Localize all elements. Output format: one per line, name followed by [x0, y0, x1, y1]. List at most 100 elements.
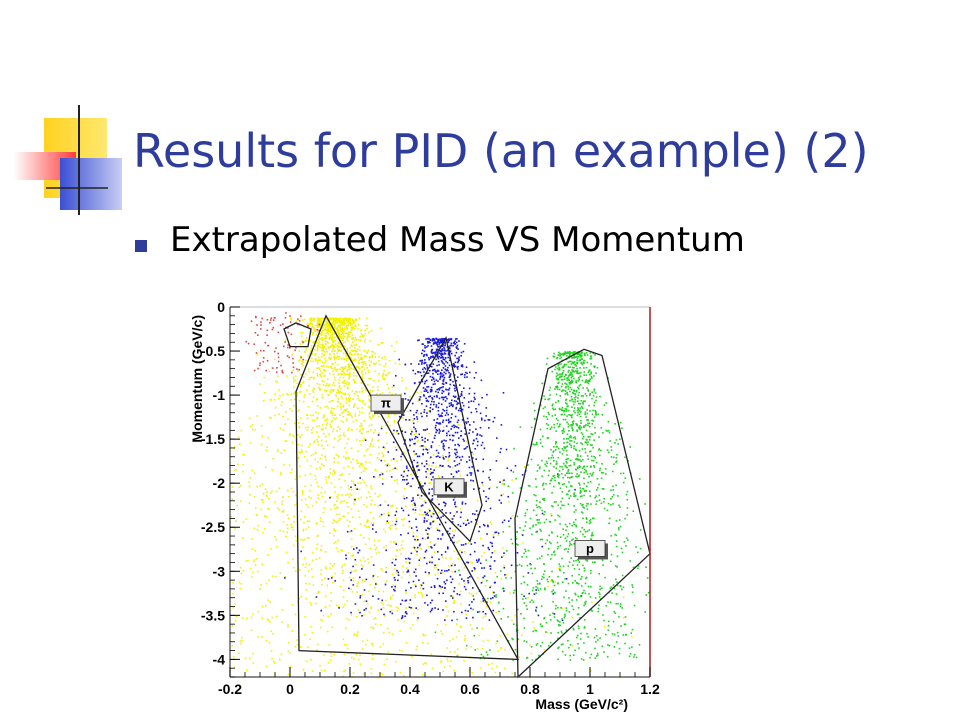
- kaon-point: [494, 531, 496, 534]
- kaon-point: [421, 439, 424, 441]
- pion-point: [231, 644, 234, 647]
- pion-point: [310, 319, 313, 321]
- pion-point: [371, 654, 374, 656]
- proton-point: [557, 647, 559, 650]
- pion-point: [367, 525, 370, 527]
- pion-point: [631, 635, 633, 638]
- pion-point: [334, 357, 336, 359]
- kaon-point: [394, 585, 396, 588]
- pion-point: [383, 365, 385, 367]
- proton-point: [553, 551, 555, 553]
- proton-point: [637, 567, 639, 570]
- kaon-point: [427, 391, 429, 394]
- kaon-point: [441, 339, 444, 342]
- kaon-point: [462, 522, 465, 525]
- pion-point: [278, 509, 281, 511]
- pion-point: [311, 352, 314, 355]
- pion-point: [339, 585, 342, 588]
- pion-point: [303, 455, 306, 458]
- kaon-point: [421, 359, 424, 362]
- proton-point: [507, 485, 510, 487]
- kaon-point: [442, 501, 445, 504]
- proton-point: [590, 585, 592, 588]
- pion-point: [279, 427, 282, 429]
- kaon-point: [393, 588, 395, 591]
- pion-point: [274, 406, 277, 409]
- proton-point: [558, 482, 560, 485]
- kaon-point: [447, 546, 449, 548]
- pion-point: [320, 322, 322, 325]
- proton-point: [580, 395, 583, 397]
- proton-point: [551, 570, 553, 573]
- proton-point: [538, 505, 540, 508]
- kaon-point: [424, 602, 426, 604]
- proton-point: [628, 647, 631, 649]
- pion-point: [325, 390, 328, 393]
- proton-point: [578, 568, 581, 571]
- kaon-point: [417, 339, 419, 342]
- pion-point: [342, 638, 345, 641]
- proton-point: [581, 467, 584, 469]
- proton-point: [498, 610, 500, 613]
- pion-point: [341, 566, 343, 569]
- pion-point: [360, 329, 362, 332]
- kaon-point: [492, 609, 494, 612]
- kaon-point: [501, 556, 503, 558]
- pion-point: [303, 318, 306, 321]
- proton-point: [520, 593, 523, 596]
- pion-point: [260, 424, 263, 427]
- proton-point: [554, 479, 556, 482]
- kaon-point: [493, 591, 495, 594]
- proton-point: [527, 464, 529, 466]
- proton-point: [624, 642, 626, 645]
- pion-point: [346, 348, 348, 350]
- kaon-point: [470, 400, 473, 402]
- pion-point: [385, 545, 388, 547]
- pion-point: [378, 590, 380, 593]
- pion-point: [321, 352, 324, 355]
- kaon-point: [441, 341, 443, 343]
- pion-point: [353, 379, 355, 382]
- kaon-point: [416, 436, 419, 439]
- proton-point: [622, 481, 625, 484]
- proton-point: [631, 646, 633, 648]
- pion-point: [333, 355, 335, 358]
- pion-point: [300, 335, 303, 337]
- pion-point: [330, 388, 333, 391]
- proton-point: [555, 375, 558, 378]
- proton-point: [557, 575, 559, 578]
- kaon-point: [417, 371, 419, 373]
- proton-point: [584, 400, 586, 402]
- proton-point: [543, 395, 545, 397]
- pion-point: [520, 533, 523, 536]
- pion-point: [497, 534, 500, 537]
- pion-point: [429, 514, 432, 517]
- pion-point: [315, 411, 317, 413]
- proton-point: [547, 437, 550, 439]
- proton-point: [568, 379, 571, 382]
- pion-point: [489, 521, 491, 524]
- pion-point: [296, 639, 298, 641]
- pion-point: [340, 330, 342, 332]
- pion-point: [268, 370, 271, 373]
- proton-point: [535, 531, 537, 533]
- pion-point: [399, 548, 401, 551]
- proton-point: [623, 623, 626, 626]
- kaon-point: [464, 374, 466, 376]
- kaon-point: [552, 593, 555, 595]
- proton-point: [626, 490, 629, 493]
- kaon-point: [510, 564, 513, 567]
- proton-point: [548, 457, 550, 459]
- kaon-point: [443, 378, 445, 381]
- kaon-point: [477, 611, 479, 613]
- pion-point: [376, 576, 379, 578]
- pion-point: [362, 536, 365, 539]
- pion-point: [328, 318, 331, 320]
- pion-point: [338, 358, 340, 360]
- proton-point: [579, 490, 582, 492]
- kaon-point: [477, 559, 480, 562]
- kaon-point: [425, 346, 428, 348]
- kaon-point: [440, 354, 443, 357]
- pion-point: [368, 405, 370, 408]
- pion-point: [391, 633, 394, 635]
